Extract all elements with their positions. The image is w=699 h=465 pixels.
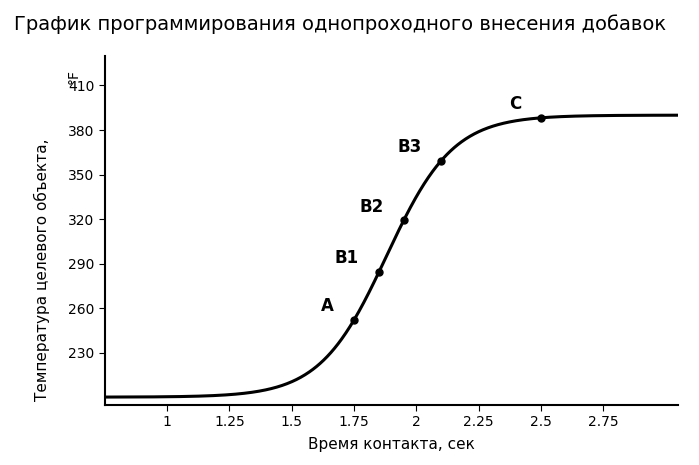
Text: A: A bbox=[322, 298, 334, 315]
Text: B1: B1 bbox=[335, 250, 359, 267]
Text: B2: B2 bbox=[360, 198, 384, 215]
Text: C: C bbox=[509, 95, 521, 113]
X-axis label: Время контакта, сек: Время контакта, сек bbox=[308, 437, 475, 452]
Text: B3: B3 bbox=[397, 138, 421, 156]
Text: График программирования однопроходного внесения добавок: График программирования однопроходного в… bbox=[14, 14, 666, 33]
Text: °F: °F bbox=[66, 69, 80, 84]
Text: Температура целевого объекта,: Температура целевого объекта, bbox=[34, 139, 50, 401]
